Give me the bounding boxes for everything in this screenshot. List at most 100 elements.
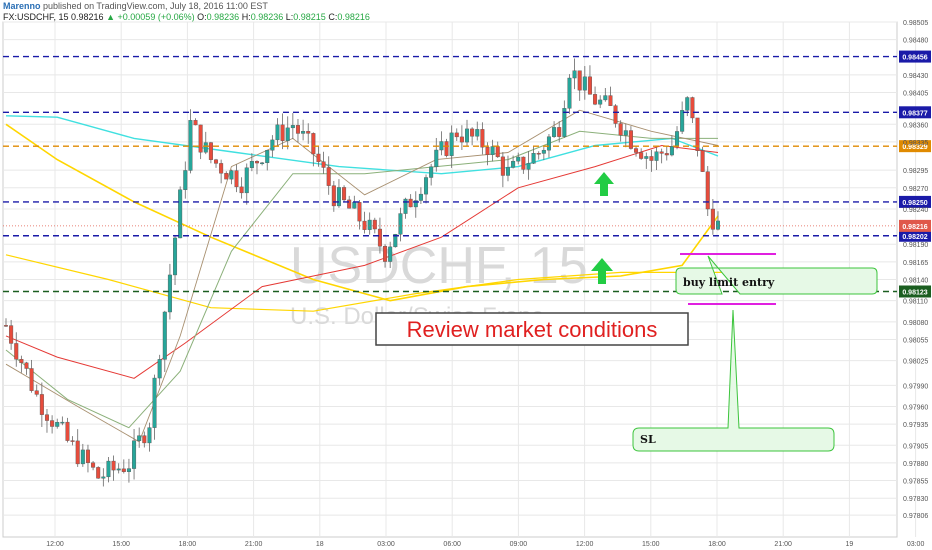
candle-body [234,170,239,188]
candle-body [285,127,290,141]
y-tick-label: 0.98295 [903,168,928,175]
candle-body [311,133,316,155]
ma-red-line [5,144,719,379]
candle-body [567,77,572,109]
candle-body [628,130,633,149]
y-tick-label: 0.98405 [903,91,928,98]
candle-body [582,76,587,91]
candle-body [372,219,377,230]
symbol-label: FX:USDCHF, 15 [3,12,69,22]
candle-body [700,150,705,172]
x-tick-label: 21:00 [774,541,792,548]
close-label: C: [328,12,338,22]
publish-info: published on TradingView.com, July 18, 2… [43,1,268,11]
review-box[interactable] [375,312,689,346]
candle-body [137,435,142,441]
candle-body [705,171,710,210]
candle-body [316,153,321,162]
up-arrow-icon [594,172,614,196]
candle-body [546,136,551,151]
candle-body [664,153,669,156]
publisher-line: Marenno published on TradingView.com, Ju… [3,1,268,11]
candle-body [608,95,613,106]
current-price-tag [899,219,931,232]
candle-body [101,476,106,479]
candle-body [167,274,172,313]
candle-body [500,156,505,176]
candle-body [716,220,721,230]
candle-body [270,139,275,151]
candle-body [60,421,65,424]
y-tick-label: 0.97935 [903,422,928,429]
close-value: 0.98216 [337,12,370,22]
y-tick-label: 0.97990 [903,383,928,390]
candle-body [280,124,285,141]
candle-body [147,427,152,444]
candle-body [3,325,8,327]
y-tick-label: 0.97905 [903,443,928,450]
candle-body [393,234,398,248]
candle-body [613,105,618,124]
x-tick-label: 18:00 [179,541,197,548]
author-name[interactable]: Marenno [3,1,41,11]
candle-body [680,110,685,132]
candle-body [178,189,183,239]
candlesticks [3,58,721,487]
candle-body [19,359,24,364]
candle-body [188,120,193,171]
candle-body [254,161,259,164]
candle-body [80,449,85,465]
candle-body [321,161,326,168]
candle-body [644,156,649,159]
candle-body [531,153,536,164]
candle-body [495,146,500,158]
entry-callout[interactable] [675,255,878,295]
entry-label: buy limit entry [683,276,775,289]
candle-body [434,149,439,168]
y-tick-label: 0.98480 [903,38,928,45]
candle-body [603,95,608,101]
candle-body [290,125,295,129]
y-tick-label: 0.98190 [903,242,928,249]
candle-body [295,125,300,134]
candle-body [413,200,418,208]
y-tick-label: 0.98360 [903,122,928,129]
open-value: 0.98236 [206,12,240,22]
y-tick-label: 0.98505 [903,20,928,27]
candle-body [465,128,470,143]
candle-body [14,343,19,360]
candle-body [444,141,449,156]
x-tick-label: 19 [846,541,854,548]
candle-body [521,156,526,170]
x-tick-label: 21:00 [245,541,263,548]
up-arrow-icon [591,258,613,284]
candle-body [383,246,388,262]
level-price-tag [899,50,931,63]
candle-body [224,173,229,180]
candle-body [244,167,249,194]
candle-body [511,160,516,168]
y-tick-label: 0.98270 [903,186,928,193]
candle-body [44,414,49,421]
candle-body [639,152,644,159]
open-label: O: [197,12,207,22]
sl-callout[interactable] [632,309,835,452]
price-change: +0.00059 (+0.06%) [117,12,195,22]
level-price-tag [899,285,931,298]
level-price-tag [899,106,931,119]
y-tick-label: 0.98110 [903,299,928,306]
candle-body [301,131,306,134]
sl-label: SL [640,433,656,446]
candle-body [480,129,485,148]
candle-body [9,325,14,344]
x-tick-label: 12:00 [576,541,594,548]
level-price-tag [899,195,931,208]
candle-body [152,377,157,428]
candle-body [593,94,598,105]
ma-cyan-line [5,115,719,175]
candle-body [336,187,341,207]
candle-body [695,117,700,151]
candle-body [75,440,80,465]
candle-body [618,123,623,136]
